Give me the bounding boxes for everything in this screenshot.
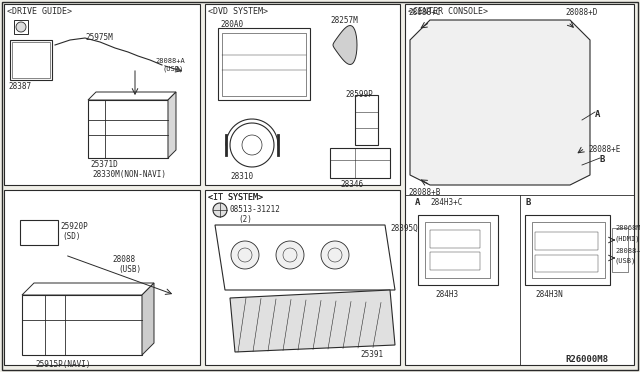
- Text: <CENTER CONSOLE>: <CENTER CONSOLE>: [408, 7, 488, 16]
- Text: 28088+C: 28088+C: [408, 8, 440, 17]
- Polygon shape: [88, 92, 176, 100]
- Polygon shape: [142, 283, 154, 355]
- Bar: [532, 222, 605, 278]
- Bar: [430, 252, 480, 270]
- Polygon shape: [333, 26, 357, 64]
- Text: 28257M: 28257M: [330, 16, 358, 25]
- Bar: [440, 95, 565, 130]
- Text: 28599P: 28599P: [345, 90, 372, 99]
- Bar: [355, 95, 378, 145]
- Bar: [435, 30, 565, 90]
- Text: 28088: 28088: [112, 255, 135, 264]
- Polygon shape: [231, 241, 259, 269]
- Bar: [430, 230, 480, 248]
- Text: 25975M: 25975M: [85, 33, 113, 42]
- Text: 28088+E: 28088+E: [588, 145, 620, 154]
- Polygon shape: [410, 20, 590, 185]
- Bar: [14, 20, 28, 34]
- Text: 284H3N: 284H3N: [535, 290, 563, 299]
- Text: <IT SYSTEM>: <IT SYSTEM>: [208, 193, 263, 202]
- Bar: [330, 148, 390, 178]
- Bar: [483, 100, 498, 115]
- Text: 28088+B: 28088+B: [408, 188, 440, 197]
- Bar: [20, 220, 58, 245]
- Bar: [205, 4, 400, 185]
- Text: 28395Q: 28395Q: [390, 224, 418, 233]
- Text: A: A: [595, 110, 600, 119]
- Bar: [22, 295, 142, 355]
- Text: 25371D: 25371D: [90, 160, 118, 169]
- Text: (SD): (SD): [62, 232, 81, 241]
- Bar: [440, 35, 560, 85]
- Bar: [4, 190, 200, 365]
- Bar: [440, 135, 565, 180]
- Bar: [612, 228, 628, 272]
- Polygon shape: [168, 92, 176, 158]
- Polygon shape: [213, 203, 227, 217]
- Bar: [425, 222, 490, 278]
- Bar: [500, 140, 560, 175]
- Bar: [503, 100, 518, 115]
- Text: 28088+V: 28088+V: [615, 248, 640, 254]
- Bar: [418, 215, 498, 285]
- Text: 08513-31212: 08513-31212: [230, 205, 281, 214]
- Polygon shape: [16, 22, 26, 32]
- Bar: [405, 4, 634, 365]
- Text: <DVD SYSTEM>: <DVD SYSTEM>: [208, 7, 268, 16]
- Bar: [535, 232, 598, 250]
- Text: B: B: [525, 198, 531, 207]
- Polygon shape: [22, 283, 154, 295]
- Text: (2): (2): [238, 215, 252, 224]
- Polygon shape: [276, 241, 304, 269]
- Bar: [218, 28, 310, 100]
- Bar: [12, 42, 50, 78]
- Bar: [443, 100, 458, 115]
- Text: 284H3+C: 284H3+C: [430, 198, 462, 207]
- Polygon shape: [321, 241, 349, 269]
- Bar: [535, 255, 598, 272]
- Text: A: A: [415, 198, 420, 207]
- Text: 28346: 28346: [340, 180, 363, 189]
- Text: 28088+D: 28088+D: [565, 8, 597, 17]
- Text: (USB): (USB): [162, 65, 183, 71]
- Bar: [523, 100, 538, 115]
- Polygon shape: [230, 290, 395, 352]
- Text: <DRIVE GUIDE>: <DRIVE GUIDE>: [7, 7, 72, 16]
- Bar: [543, 100, 558, 115]
- Text: 28068M: 28068M: [615, 225, 640, 231]
- Text: 25915P(NAVI): 25915P(NAVI): [35, 360, 90, 369]
- Text: 28088+A: 28088+A: [155, 58, 185, 64]
- Bar: [205, 190, 400, 365]
- Polygon shape: [215, 225, 395, 290]
- Bar: [88, 100, 168, 158]
- Text: (USB): (USB): [615, 258, 636, 264]
- Text: 25391: 25391: [360, 350, 383, 359]
- Text: 25920P: 25920P: [60, 222, 88, 231]
- Text: R26000M8: R26000M8: [565, 355, 608, 364]
- Bar: [445, 140, 495, 175]
- Bar: [4, 4, 200, 185]
- Text: 28310: 28310: [230, 172, 253, 181]
- Bar: [222, 33, 306, 96]
- Text: 28387: 28387: [8, 82, 31, 91]
- Text: 280A0: 280A0: [220, 20, 243, 29]
- Text: (HDMI): (HDMI): [615, 235, 640, 241]
- Bar: [463, 100, 478, 115]
- Bar: [10, 40, 52, 80]
- Text: 28330M(NON-NAVI): 28330M(NON-NAVI): [92, 170, 166, 179]
- Text: <IT SYSTEM>: <IT SYSTEM>: [208, 193, 263, 202]
- Bar: [525, 215, 610, 285]
- Text: 284H3: 284H3: [435, 290, 458, 299]
- Text: (USB): (USB): [118, 265, 141, 274]
- Text: B: B: [600, 155, 605, 164]
